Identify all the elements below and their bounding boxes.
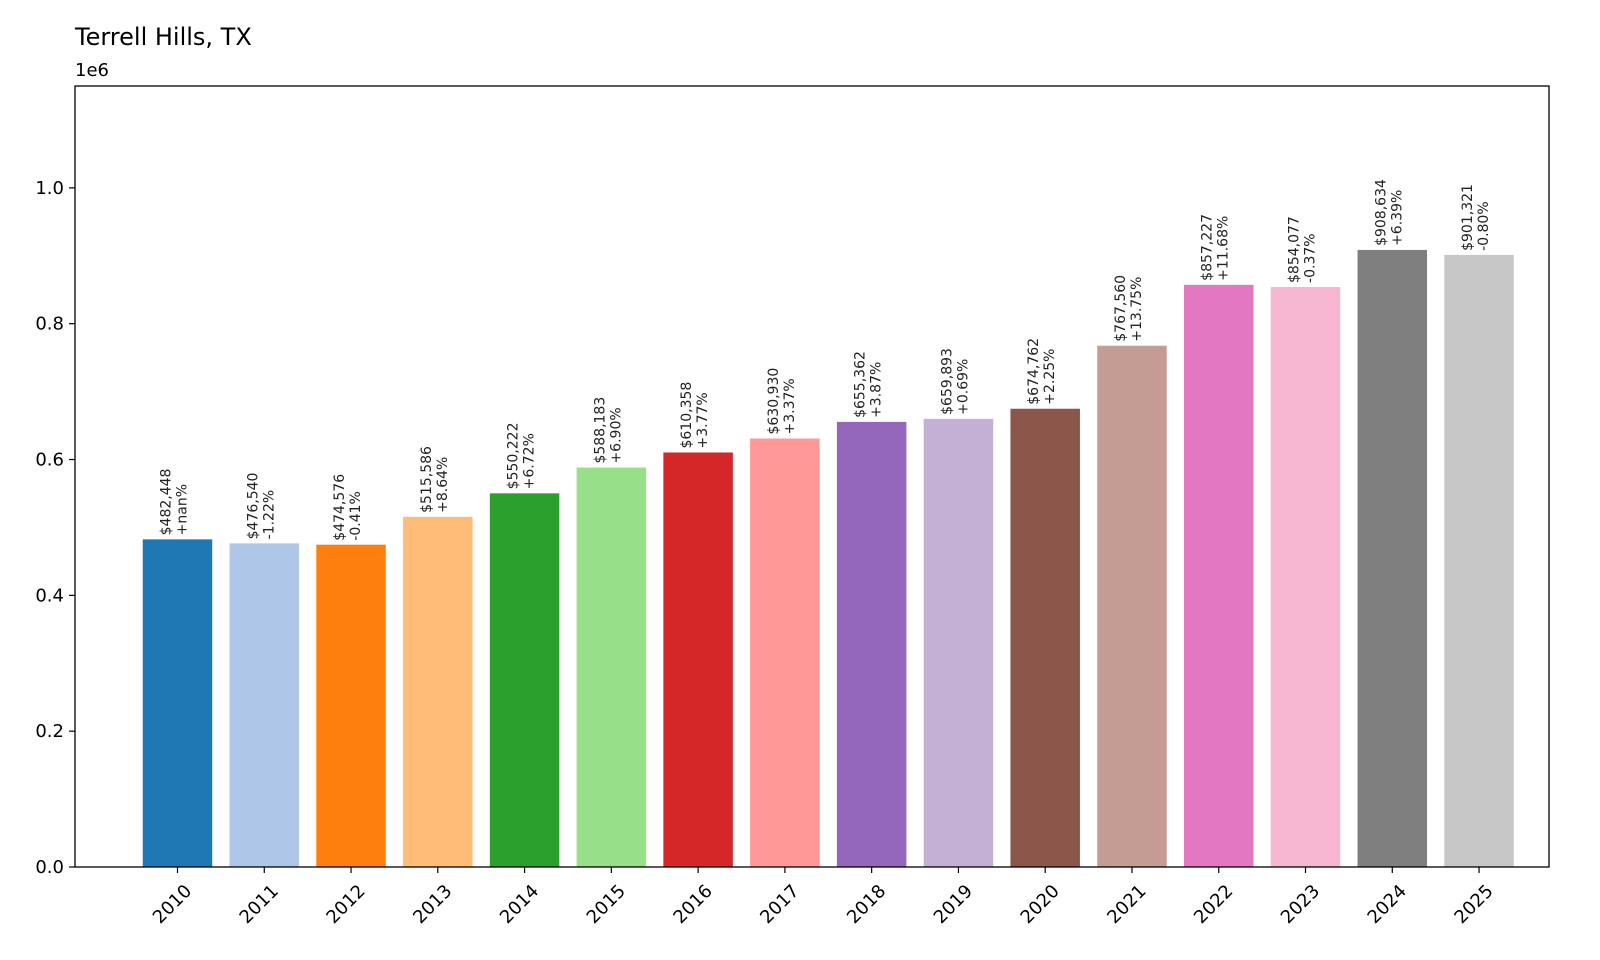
x-tick-label-2018: 2018 — [843, 881, 890, 928]
bar-value-label-2022: $857,227 — [1200, 214, 1216, 281]
bar-change-label-2010: +nan% — [175, 484, 191, 535]
bar-2024 — [1357, 249, 1428, 868]
bar-value-label-2019: $659,893 — [939, 348, 955, 415]
bar-2011 — [229, 543, 300, 867]
x-tick-label-2021: 2021 — [1103, 881, 1150, 928]
y-tick-label-0.0: 0.0 — [35, 857, 64, 878]
bars-layer — [142, 249, 1514, 868]
x-tick-label-2012: 2012 — [322, 881, 369, 928]
plot-frame — [74, 85, 1550, 868]
x-tick-label-2014: 2014 — [496, 881, 543, 928]
bar-2023 — [1270, 286, 1341, 868]
y-tick-label-0.4: 0.4 — [35, 585, 64, 606]
x-tick-label-2015: 2015 — [583, 881, 630, 928]
bar-value-label-2015: $588,183 — [592, 397, 608, 464]
bar-value-label-2024: $908,634 — [1373, 179, 1389, 246]
y-tick-label-0.6: 0.6 — [35, 450, 64, 471]
x-tick-label-2019: 2019 — [930, 881, 977, 928]
x-tick-label-2011: 2011 — [236, 881, 283, 928]
chart-title: Terrell Hills, TX — [74, 23, 252, 51]
bar-change-label-2022: +11.68% — [1216, 216, 1232, 281]
bar-value-label-2014: $550,222 — [506, 423, 522, 490]
bar-2015 — [576, 467, 647, 867]
bar-change-label-2023: -0.37% — [1303, 233, 1319, 283]
x-tick-label-2022: 2022 — [1190, 881, 1237, 928]
bar-2016 — [663, 452, 733, 867]
bar-value-label-2023: $854,077 — [1287, 216, 1303, 283]
bar-change-label-2017: +3.37% — [782, 378, 798, 434]
y-tick-label-0.2: 0.2 — [35, 721, 64, 742]
bar-value-label-2020: $674,762 — [1026, 338, 1042, 405]
bar-change-label-2011: -1.22% — [261, 490, 277, 540]
bar-2010 — [142, 539, 213, 867]
bar-change-label-2018: +3.87% — [869, 362, 885, 418]
bar-change-label-2024: +6.39% — [1389, 190, 1405, 246]
bar-change-label-2013: +8.64% — [435, 457, 451, 513]
x-tick-label-2010: 2010 — [149, 881, 196, 928]
x-tick-label-2023: 2023 — [1277, 881, 1324, 928]
bar-change-label-2025: -0.80% — [1476, 201, 1492, 251]
y-tick-label-0.8: 0.8 — [35, 314, 64, 335]
bar-change-label-2015: +6.90% — [608, 407, 624, 463]
bar-2025 — [1444, 254, 1514, 867]
bar-2017 — [750, 438, 820, 867]
y-axis-offset-label: 1e6 — [75, 60, 109, 81]
bar-change-label-2016: +3.77% — [695, 392, 711, 448]
bar-2012 — [316, 544, 386, 867]
bar-value-label-2013: $515,586 — [419, 446, 435, 513]
bar-2014 — [489, 493, 560, 867]
bar-change-label-2020: +2.25% — [1042, 349, 1058, 405]
bar-value-label-2010: $482,448 — [159, 469, 175, 536]
x-tick-label-2016: 2016 — [669, 881, 716, 928]
bar-value-label-2011: $476,540 — [245, 473, 261, 540]
data-labels-layer: $482,448 +nan% $476,540 -1.22% $474,576 -0.41… — [159, 179, 1493, 541]
bar-2013 — [403, 516, 473, 867]
x-tick-label-2025: 2025 — [1450, 881, 1497, 928]
bar-2022 — [1183, 284, 1254, 868]
bar-change-label-2019: +0.69% — [955, 359, 971, 415]
bar-change-label-2012: -0.41% — [348, 491, 364, 541]
bar-change-label-2014: +6.72% — [522, 433, 538, 489]
bar-2019 — [923, 418, 994, 867]
y-tick-label-1.0: 1.0 — [35, 178, 64, 199]
x-tick-label-2013: 2013 — [409, 881, 456, 928]
bar-2018 — [836, 421, 907, 867]
bar-value-label-2016: $610,358 — [679, 382, 695, 449]
bar-change-label-2021: +13.75% — [1129, 277, 1145, 342]
bar-value-label-2012: $474,576 — [332, 474, 348, 541]
bar-value-label-2018: $655,362 — [853, 351, 869, 418]
x-tick-label-2024: 2024 — [1364, 881, 1411, 928]
bar-2020 — [1010, 408, 1080, 867]
x-tick-label-2020: 2020 — [1017, 881, 1064, 928]
bar-2021 — [1097, 345, 1167, 868]
bar-value-label-2017: $630,930 — [766, 368, 782, 435]
x-tick-label-2017: 2017 — [756, 881, 803, 928]
bar-value-label-2021: $767,560 — [1113, 275, 1129, 342]
bar-value-label-2025: $901,321 — [1460, 184, 1476, 251]
